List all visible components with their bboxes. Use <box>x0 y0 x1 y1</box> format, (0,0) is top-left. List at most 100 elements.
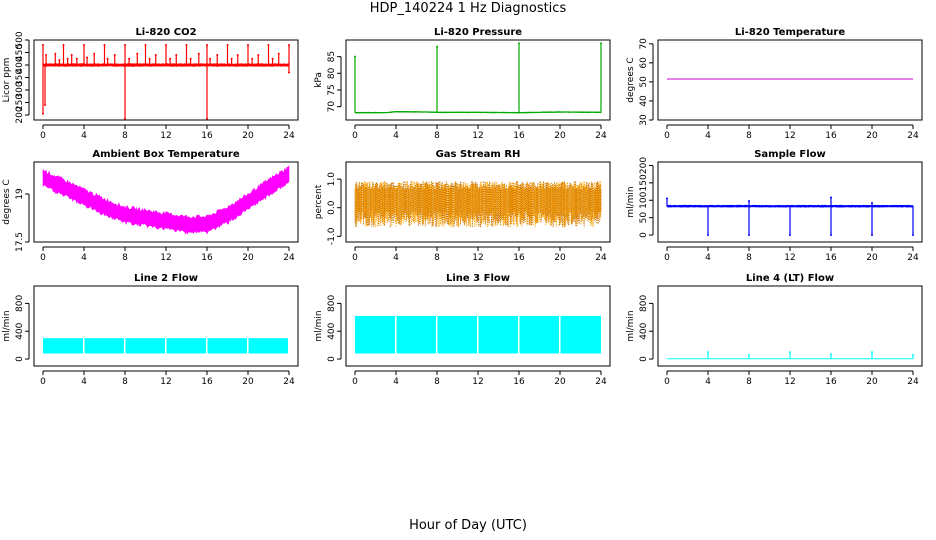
y-tick-label: -1.0 <box>327 227 337 245</box>
data-point <box>267 44 270 46</box>
x-tick-label: 4 <box>705 253 711 263</box>
x-axis: 0 4 8 12 16 20 24 <box>664 246 919 263</box>
y-tick-label: 200 <box>639 157 649 174</box>
x-tick-label: 4 <box>705 377 711 387</box>
data-block <box>43 338 83 354</box>
panel-title: Li-820 CO2 <box>135 27 196 38</box>
chart-panel-7: Line 2 Flow ml/min 0 4 8 12 16 20 24 0 400 800 <box>2 273 299 387</box>
figure-title: HDP_140224 1 Hz Diagnostics <box>369 1 567 16</box>
panel-title: Gas Stream RH <box>436 149 521 160</box>
x-tick-label: 8 <box>434 131 440 141</box>
y-tick-label: 0.0 <box>327 200 337 215</box>
y-tick-label: 60 <box>639 57 649 69</box>
data-point <box>62 44 65 46</box>
y-axis: -1.0 0.0 1.0 <box>327 172 342 245</box>
data-block <box>396 315 436 354</box>
data-point <box>830 196 832 199</box>
y-tick-label: 500 <box>15 31 25 48</box>
x-tick-label: 16 <box>513 253 525 263</box>
data-point <box>42 112 44 115</box>
y-tick-label: 70 <box>639 38 649 50</box>
plot-frame <box>657 285 923 367</box>
data-point <box>45 54 48 56</box>
data-point <box>748 234 750 237</box>
data-point <box>230 57 233 60</box>
x-tick-label: 8 <box>122 377 128 387</box>
data-point <box>54 52 57 55</box>
plot-frame <box>33 161 299 243</box>
data-point <box>871 234 873 237</box>
data-point <box>113 54 116 56</box>
series-band <box>354 110 602 114</box>
y-tick-label: 250 <box>15 94 25 111</box>
data-point <box>707 234 709 237</box>
data-point <box>871 202 873 205</box>
data-point <box>830 353 832 356</box>
panel-title: Li-820 Pressure <box>434 27 522 38</box>
x-tick-label: 8 <box>746 253 752 263</box>
y-axis-label: Licor ppm <box>2 58 12 103</box>
chart-panel-2: Li-820 Pressure kPa 0 4 8 12 16 20 24 70 75 80 85 <box>314 27 611 141</box>
chart-panel-9: Line 4 (LT) Flow ml/min 0 4 8 12 16 20 24 0 400 800 <box>626 273 923 387</box>
x-tick-label: 12 <box>160 131 171 141</box>
y-axis: 17.5 19 <box>15 188 30 252</box>
data-block <box>560 315 601 354</box>
series-marks <box>354 42 602 114</box>
data-point <box>912 234 914 237</box>
data-point <box>66 57 69 60</box>
y-axis-label: ml/min <box>2 310 12 341</box>
x-tick-label: 20 <box>242 131 254 141</box>
x-tick-label: 20 <box>554 253 566 263</box>
data-point <box>83 44 85 46</box>
plot-frame <box>345 161 611 243</box>
x-tick-label: 12 <box>784 131 795 141</box>
x-tick-label: 16 <box>825 377 837 387</box>
x-tick-label: 12 <box>472 377 483 387</box>
x-axis-label: Hour of Day (UTC) <box>409 518 527 533</box>
y-axis: 0 400 800 <box>639 295 654 362</box>
y-tick-label: 400 <box>639 322 649 339</box>
y-tick-label: 40 <box>639 95 649 107</box>
panel-title: Line 3 Flow <box>446 273 510 284</box>
y-axis-label: ml/min <box>626 186 636 217</box>
data-point <box>871 351 873 354</box>
data-point <box>42 44 44 46</box>
data-point <box>175 54 178 56</box>
series-marks <box>666 196 914 237</box>
data-point <box>271 57 274 60</box>
x-tick-label: 24 <box>283 253 295 263</box>
x-tick-label: 20 <box>554 377 566 387</box>
chart-panel-4: Ambient Box Temperature degrees C 0 4 8 12 16 2… <box>2 149 299 263</box>
x-tick-label: 24 <box>595 377 607 387</box>
y-axis-label: degrees C <box>2 179 12 224</box>
x-tick-label: 16 <box>825 253 837 263</box>
x-axis: 0 4 8 12 16 20 24 <box>40 370 295 387</box>
data-point <box>169 57 172 60</box>
y-tick-label: 85 <box>327 51 337 62</box>
y-tick-label: 19 <box>15 188 25 200</box>
data-block <box>478 315 518 354</box>
y-tick-label: 150 <box>639 174 649 191</box>
y-axis-label: kPa <box>314 72 324 88</box>
x-tick-label: 4 <box>393 377 399 387</box>
x-tick-label: 20 <box>554 131 566 141</box>
data-point <box>748 353 750 356</box>
series-marks <box>42 165 290 235</box>
series-marks <box>354 181 602 228</box>
data-block <box>519 315 559 354</box>
y-axis-label: ml/min <box>314 310 324 341</box>
plot-frame <box>345 39 611 121</box>
x-tick-label: 20 <box>242 377 254 387</box>
panel-title: Sample Flow <box>754 149 826 160</box>
chart-panel-5: Gas Stream RH percent 0 4 8 12 16 20 24 -1.0 0.0 1.… <box>314 149 611 263</box>
y-axis: 30 40 50 60 70 <box>639 38 654 126</box>
data-point <box>165 44 167 46</box>
y-tick-label: 300 <box>15 81 25 98</box>
x-tick-label: 12 <box>784 377 795 387</box>
data-point <box>75 57 78 60</box>
data-point <box>912 353 914 356</box>
chart-panel-8: Line 3 Flow ml/min 0 4 8 12 16 20 24 0 400 800 <box>314 273 611 387</box>
data-block <box>207 338 247 354</box>
x-tick-label: 0 <box>40 131 46 141</box>
